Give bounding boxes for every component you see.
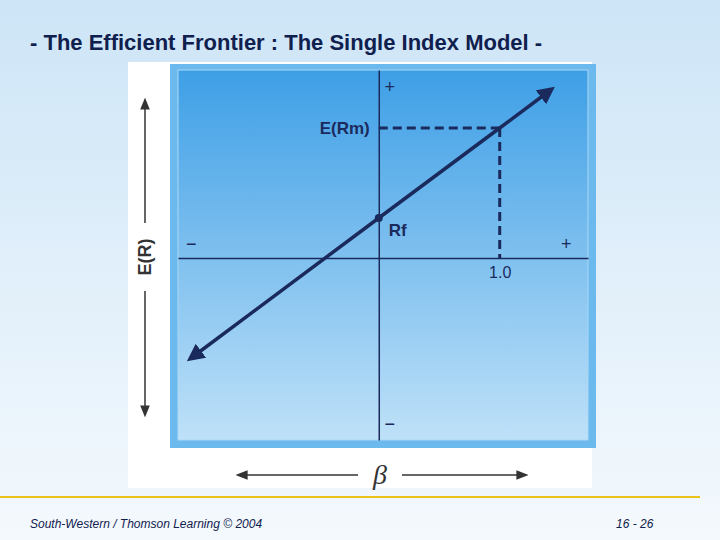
chart-title: - The Efficient Frontier : The Single In… <box>30 30 542 55</box>
x-axis-line <box>179 258 589 260</box>
x-tick-label: 1.0 <box>489 264 511 281</box>
y-axis-title: E(R) <box>135 239 155 276</box>
annotation-marker <box>375 214 383 222</box>
axis-end-sign: − <box>186 234 197 254</box>
footer-right: 16 - 26 <box>616 517 654 531</box>
guide-line <box>379 127 500 130</box>
annotation-label: Rf <box>389 221 407 240</box>
x-axis: 1.0 <box>179 258 589 281</box>
y-tick: E(Rm) <box>320 119 379 138</box>
axis-arrow <box>402 474 526 476</box>
axis-arrow <box>144 291 146 415</box>
y-tick-label: E(Rm) <box>320 119 370 138</box>
axis-end-sign: − <box>384 414 395 434</box>
series-line <box>193 91 550 357</box>
background <box>0 0 720 540</box>
guide-line <box>498 128 501 258</box>
plot-border <box>170 64 596 448</box>
plot-marks <box>193 91 550 357</box>
axis-arrow <box>238 474 358 476</box>
axis-end-sign: + <box>561 234 572 254</box>
plot-frame <box>178 70 588 440</box>
annotations: Rf + − − + <box>186 77 571 434</box>
x-axis-title: β <box>372 459 387 490</box>
figure-background <box>128 62 592 488</box>
chart-svg: 1.0 E(Rm) Rf + − − + E(R) β - The Efficient Front… <box>0 0 720 540</box>
footer-rule <box>0 496 700 498</box>
axis-end-sign: + <box>384 77 395 97</box>
axis-arrow <box>144 100 146 223</box>
y-axis-line <box>379 71 381 441</box>
x-tick: 1.0 <box>489 258 511 281</box>
footer-left: South-Western / Thomson Learning © 2004 <box>30 517 262 531</box>
